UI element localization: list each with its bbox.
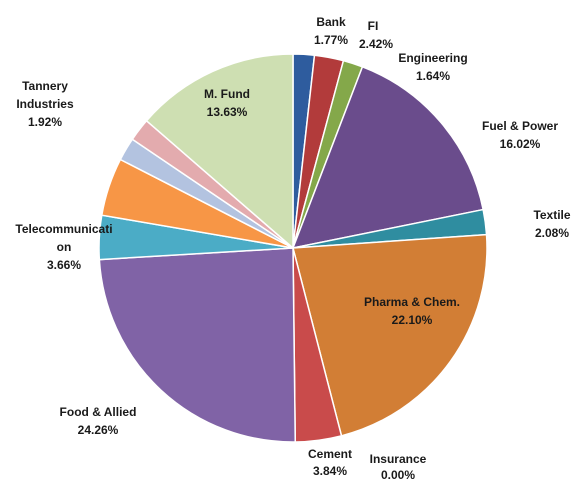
slice-m-fund xyxy=(145,53,294,249)
label-cement-pct: 3.84% xyxy=(313,464,347,478)
pie-labels: Bank 1.77% FI 2.42% Engineering 1.64% Fu… xyxy=(15,15,570,482)
slice-fuel-power xyxy=(292,66,484,249)
label-pharma-pct: 22.10% xyxy=(392,313,433,327)
label-telecom-line1: Telecommunicati xyxy=(15,222,112,236)
label-cement-name: Cement xyxy=(308,447,352,461)
slice-pharma-chem xyxy=(292,233,488,437)
label-fuel-power-name: Fuel & Power xyxy=(482,119,558,133)
label-mfund-name: M. Fund xyxy=(204,87,250,101)
label-insurance-name: Insurance xyxy=(370,452,427,466)
label-engineering-name: Engineering xyxy=(398,51,467,65)
label-telecom-line2: on xyxy=(57,240,72,254)
label-fi-pct: 2.42% xyxy=(359,37,393,51)
label-mfund-pct: 13.63% xyxy=(207,105,248,119)
label-bank-name: Bank xyxy=(316,15,346,29)
label-tannery-pct: 1.92% xyxy=(28,115,62,129)
label-fi-name: FI xyxy=(368,19,379,33)
label-tannery-line2: Industries xyxy=(16,97,74,111)
label-bank-pct: 1.77% xyxy=(314,33,348,47)
label-textile-name: Textile xyxy=(533,208,570,222)
label-textile-pct: 2.08% xyxy=(535,226,569,240)
label-food-allied-pct: 24.26% xyxy=(78,423,119,437)
pie-slices xyxy=(98,53,488,443)
label-engineering-pct: 1.64% xyxy=(416,69,450,83)
label-pharma-name: Pharma & Chem. xyxy=(364,295,460,309)
label-tannery-line1: Tannery xyxy=(22,79,68,93)
slice-food-allied xyxy=(98,247,297,443)
label-fuel-power-pct: 16.02% xyxy=(500,137,541,151)
label-insurance-pct: 0.00% xyxy=(381,468,415,481)
label-food-allied-name: Food & Allied xyxy=(60,405,137,419)
label-telecom-pct: 3.66% xyxy=(47,258,81,272)
